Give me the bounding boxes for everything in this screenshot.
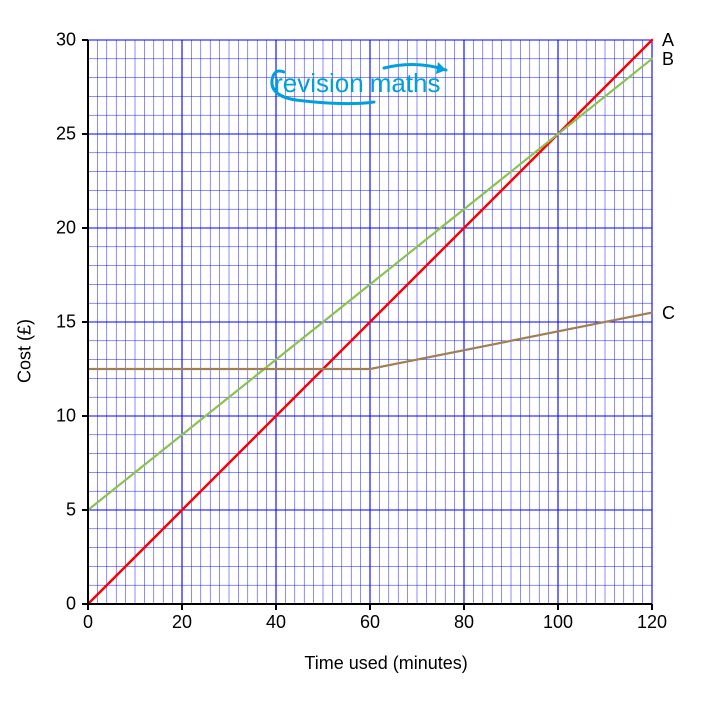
- chart-svg: [20, 20, 704, 682]
- x-axis-label: Time used (minutes): [304, 653, 467, 674]
- y-tick: 10: [56, 406, 76, 427]
- y-tick: 25: [56, 124, 76, 145]
- y-tick: 30: [56, 30, 76, 51]
- x-tick: 60: [360, 612, 380, 633]
- x-tick: 100: [543, 612, 573, 633]
- logo-arrow-icon: [266, 56, 476, 112]
- x-tick: 40: [266, 612, 286, 633]
- x-tick: 20: [172, 612, 192, 633]
- y-tick: 5: [66, 500, 76, 521]
- x-tick: 80: [454, 612, 474, 633]
- x-tick: 0: [83, 612, 93, 633]
- y-axis-label: Cost (£): [15, 319, 36, 383]
- y-tick: 20: [56, 218, 76, 239]
- chart-container: Cost (£) Time used (minutes) 02040608010…: [20, 20, 704, 682]
- y-tick: 15: [56, 312, 76, 333]
- revision-maths-logo: revisionmaths: [274, 68, 440, 99]
- x-tick: 120: [637, 612, 667, 633]
- series-label-c: C: [662, 303, 675, 324]
- y-tick: 0: [66, 594, 76, 615]
- series-label-b: B: [662, 49, 674, 70]
